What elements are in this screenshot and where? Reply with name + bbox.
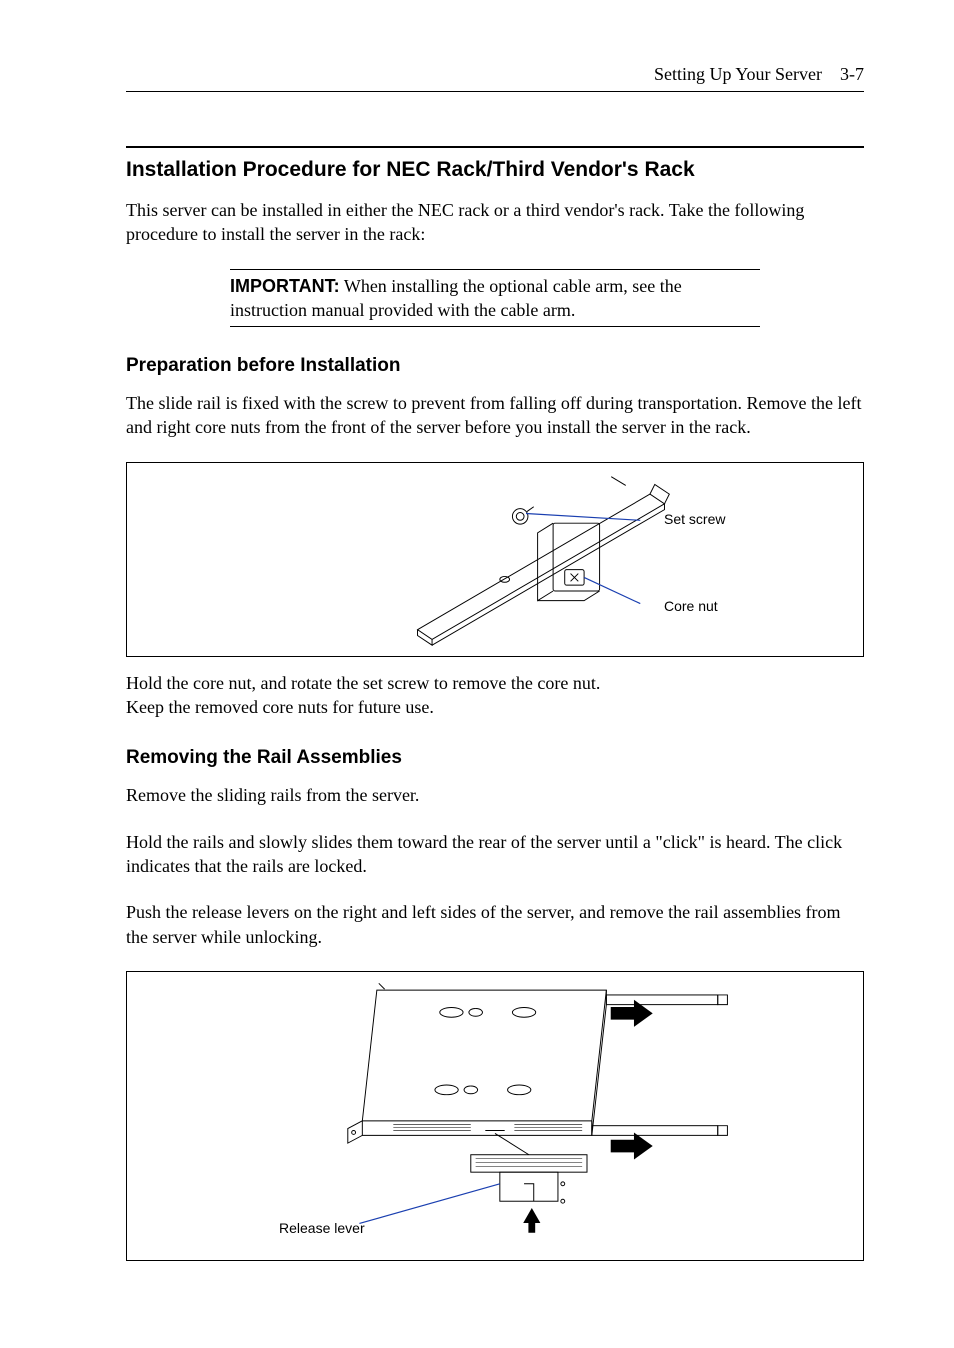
important-label: IMPORTANT: xyxy=(230,276,340,296)
header-title: Setting Up Your Server xyxy=(654,64,822,85)
header-page-number: 3-7 xyxy=(840,64,864,85)
section-intro: This server can be installed in either t… xyxy=(126,198,864,247)
preparation-p1: The slide rail is fixed with the screw t… xyxy=(126,391,864,440)
figure-release-lever: Release lever xyxy=(126,971,864,1261)
callout-set-screw: Set screw xyxy=(664,511,725,527)
removing-rail-p3: Push the release levers on the right and… xyxy=(126,900,864,949)
removing-rail-p1: Remove the sliding rails from the server… xyxy=(126,783,864,807)
removing-rail-p2: Hold the rails and slowly slides them to… xyxy=(126,830,864,879)
preparation-p2: Hold the core nut, and rotate the set sc… xyxy=(126,671,864,695)
removing-rail-heading: Removing the Rail Assemblies xyxy=(126,747,864,769)
figure-core-nut: Set screw Core nut xyxy=(126,462,864,657)
preparation-p3: Keep the removed core nuts for future us… xyxy=(126,695,864,719)
important-notice: IMPORTANT: When installing the optional … xyxy=(230,269,760,328)
callout-release-lever: Release lever xyxy=(279,1220,365,1236)
section-heading: Installation Procedure for NEC Rack/Thir… xyxy=(126,146,864,182)
preparation-heading: Preparation before Installation xyxy=(126,355,864,377)
callout-core-nut: Core nut xyxy=(664,598,718,614)
page-header: Setting Up Your Server 3-7 xyxy=(126,64,864,92)
